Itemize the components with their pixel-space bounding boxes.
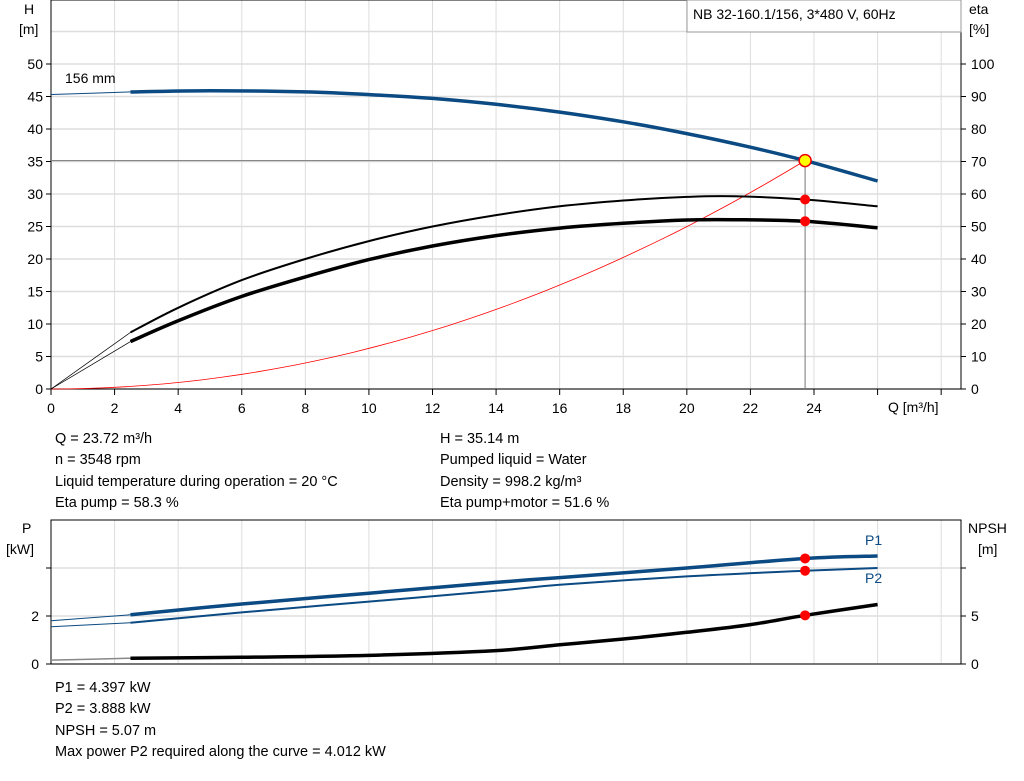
x-tick-label: 24 — [806, 400, 822, 416]
info-npsh: NPSH = 5.07 m — [55, 723, 157, 739]
y-left-tick-label: 45 — [27, 89, 43, 105]
x-tick-label: 10 — [361, 400, 377, 416]
system-curve — [50, 160, 806, 390]
y-right-tick-label: 40 — [971, 251, 987, 267]
y-right-unit: [%] — [969, 21, 989, 37]
info-q: Q = 23.72 m³/h — [55, 431, 153, 447]
p2-operating-point — [800, 565, 811, 576]
y-right-tick-label: 10 — [971, 349, 987, 365]
p-tick-label: 2 — [31, 608, 39, 624]
p1-series-label: P1 — [865, 532, 882, 548]
npsh-curve — [130, 602, 878, 660]
H-curve — [130, 88, 879, 183]
x-tick-label: 4 — [174, 400, 182, 416]
x-tick-label: 22 — [743, 400, 759, 416]
npsh-curve-extension — [50, 657, 131, 661]
y-left-tick-label: 10 — [27, 316, 43, 332]
x-tick-label: 14 — [488, 400, 504, 416]
x-tick-label: 2 — [111, 400, 119, 416]
p2-curve — [130, 567, 878, 624]
x-tick-label: 18 — [615, 400, 631, 416]
x-axis-label: Q [m³/h] — [888, 399, 939, 415]
p1-curve — [130, 554, 878, 617]
y-right-tick-label: 20 — [971, 316, 987, 332]
performance-chart: 0 2 4 6 8 10 12 14 16 18 20 22 240510152025303540455… — [27, 0, 995, 416]
x-tick-label: 0 — [47, 400, 55, 416]
info-head: H = 35.14 m — [440, 431, 520, 447]
H-curve-extension — [50, 91, 131, 96]
y-left-tick-label: 30 — [27, 186, 43, 202]
p2-curve-extension — [50, 622, 131, 628]
eta-total-operating-point — [800, 216, 811, 227]
x-tick-label: 12 — [425, 400, 441, 416]
y-right-tick-label: 100 — [971, 56, 995, 72]
npsh-tick-label: 5 — [971, 608, 979, 624]
p2-series-label: P2 — [865, 570, 882, 586]
info-temperature: Liquid temperature during operation = 20… — [55, 474, 338, 490]
y-right-tick-label: 70 — [971, 154, 987, 170]
title-box — [686, 0, 962, 33]
npsh-tick-label: 0 — [971, 656, 979, 672]
x-tick-label: 20 — [679, 400, 695, 416]
y-left-label: H — [24, 1, 34, 17]
info-max-power: Max power P2 required along the curve = … — [55, 744, 386, 760]
eta-pump-curve-extension — [50, 332, 131, 390]
eta-pump-curve — [130, 195, 878, 334]
y-left-tick-label: 0 — [35, 381, 43, 397]
info-density: Density = 998.2 kg/m³ — [440, 474, 582, 490]
p-tick-label: 0 — [31, 656, 39, 672]
plot-frame — [50, 519, 962, 665]
y-left-tick-label: 15 — [27, 284, 43, 300]
p1-operating-point — [800, 553, 811, 564]
p-axis-label: P — [22, 520, 31, 536]
x-tick-label: 6 — [238, 400, 246, 416]
y-right-tick-label: 80 — [971, 121, 987, 137]
y-right-tick-label: 30 — [971, 284, 987, 300]
npsh-operating-point — [800, 610, 811, 621]
power-npsh-chart: 0 2 0 5 — [31, 519, 979, 672]
p-axis-unit: [kW] — [6, 541, 34, 557]
y-right-tick-label: 0 — [971, 381, 979, 397]
eta-pump-operating-point — [800, 194, 811, 205]
y-left-tick-label: 25 — [27, 219, 43, 235]
y-left-tick-label: 5 — [35, 349, 43, 365]
y-right-tick-label: 90 — [971, 89, 987, 105]
curve-label: 156 mm — [65, 70, 116, 86]
info-speed: n = 3548 rpm — [55, 452, 141, 468]
y-left-tick-label: 40 — [27, 121, 43, 137]
p1-curve-extension — [50, 614, 131, 622]
y-right-tick-label: 60 — [971, 186, 987, 202]
y-right-tick-label: 50 — [971, 219, 987, 235]
info-liquid: Pumped liquid = Water — [440, 452, 587, 468]
chart-title: NB 32-160.1/156, 3*480 V, 60Hz — [693, 6, 896, 22]
info-p1: P1 = 4.397 kW — [55, 680, 151, 696]
eta-pump-motor-curve — [129, 217, 878, 344]
x-tick-label: 8 — [301, 400, 309, 416]
info-eta-total: Eta pump+motor = 51.6 % — [440, 495, 610, 511]
y-left-tick-label: 50 — [27, 56, 43, 72]
eta-pump-motor-curve-extension — [50, 341, 131, 390]
npsh-axis-label: NPSH — [968, 520, 1007, 536]
info-p2: P2 = 3.888 kW — [55, 701, 151, 717]
info-eta-pump: Eta pump = 58.3 % — [55, 495, 179, 511]
x-tick-label: 16 — [552, 400, 568, 416]
y-left-tick-label: 35 — [27, 154, 43, 170]
y-left-unit: [m] — [19, 21, 38, 37]
y-left-tick-label: 20 — [27, 251, 43, 267]
duty-point — [798, 153, 812, 168]
npsh-axis-unit: [m] — [978, 541, 997, 557]
y-right-label: eta — [969, 1, 989, 17]
